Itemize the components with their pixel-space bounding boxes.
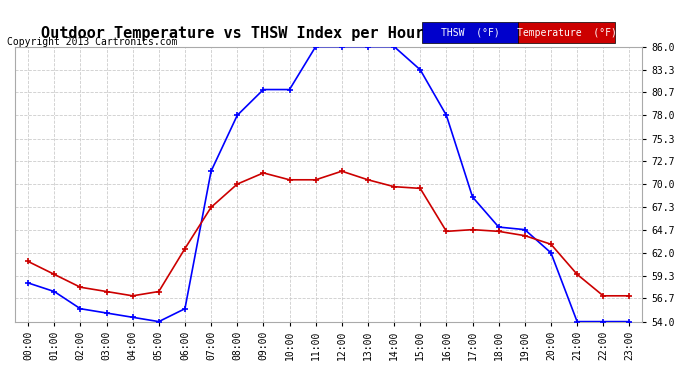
Text: THSW  (°F): THSW (°F) bbox=[441, 27, 500, 38]
Title: Outdoor Temperature vs THSW Index per Hour (24 Hours)  20130613: Outdoor Temperature vs THSW Index per Ho… bbox=[41, 26, 616, 41]
Text: Temperature  (°F): Temperature (°F) bbox=[517, 27, 616, 38]
Text: Copyright 2013 Cartronics.com: Copyright 2013 Cartronics.com bbox=[7, 37, 177, 47]
